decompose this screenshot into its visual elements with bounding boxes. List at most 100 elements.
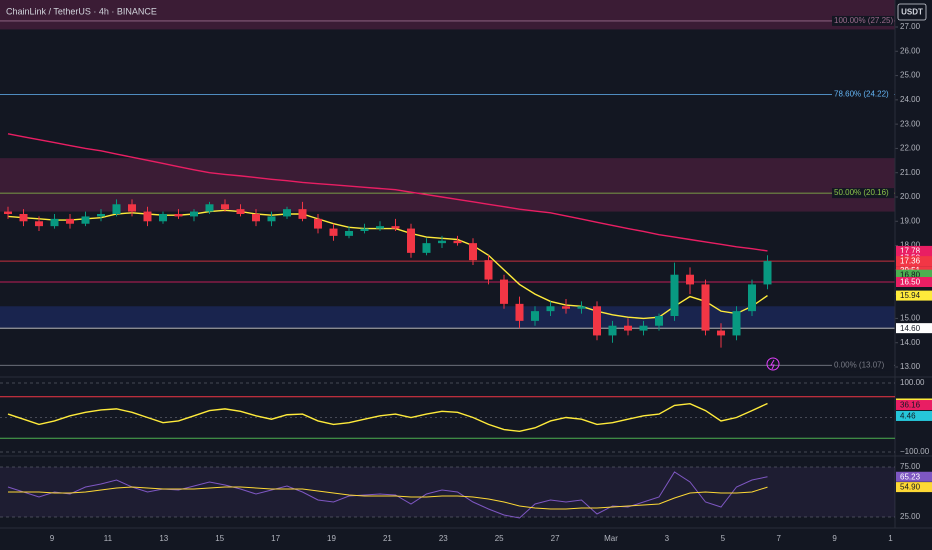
x-tick-label: 9 [832,534,837,543]
candle-body [190,211,198,217]
candle-body [608,325,617,336]
y-tick-label: 21.00 [900,168,921,177]
osc-tag [896,400,932,411]
candle-body [500,279,508,304]
symbol-title: ChainLink / TetherUS · 4h · BINANCE [6,6,157,16]
alert-icon[interactable] [766,357,780,371]
currency: USDT [901,8,923,17]
candle-body [174,214,183,217]
price-tag [896,269,932,280]
y-tick-label: 26.00 [900,46,921,55]
y-tick-label: 27.00 [900,22,921,31]
zone [0,158,895,212]
x-tick-label: 13 [159,534,168,543]
price-tag [896,277,932,287]
price-tag-label: 17.78 [900,247,921,256]
candle-body [531,311,539,321]
y-tick-label: 25.00 [900,71,921,80]
x-tick-label: 19 [327,534,336,543]
fib-label-bg [832,89,894,100]
candle-body [66,218,74,224]
rsi-band [0,467,895,517]
osc-tag [896,410,932,421]
osc-tag-label: 4.46 [900,412,916,421]
currency-box[interactable] [897,3,927,21]
candle-body [407,228,415,253]
candle-body [438,240,446,244]
candle-body [329,228,338,236]
y-tick-label: 15.00 [900,314,921,323]
candle-body [81,216,90,224]
price-tag [896,256,932,267]
candle-body [267,216,276,222]
x-tick-label: 25 [495,534,504,543]
candle-body [19,214,28,222]
x-tick-label: 9 [50,534,55,543]
candle-body [35,221,43,227]
x-tick-label: Mar [604,534,618,543]
rsi-tag-label: 65.23 [900,472,921,481]
candle-body [484,260,493,280]
fib-label: 100.00% (27.25) [834,16,893,25]
candle-body [252,214,260,222]
candle-body [701,284,710,331]
price-tag-label: 16.50 [900,278,921,287]
candle-body [97,214,105,217]
x-tick-label: 7 [776,534,781,543]
rsi-tick-label: 25.00 [900,512,921,521]
moving-average [7,133,768,252]
rsi-line [8,486,768,510]
x-tick-label: 15 [215,534,224,543]
rsi-line [7,471,768,519]
y-tick-label: 23.00 [900,119,921,128]
osc-tick-label: 100.00 [900,378,925,387]
x-tick-label: 27 [551,534,560,543]
candle-body [453,240,462,244]
y-tick-label: 24.00 [900,95,921,104]
candle-body [515,303,524,321]
fib-label: 78.60% (24.22) [834,90,889,99]
fib-label: 50.00% (20.16) [834,188,889,197]
fib-label: 0.00% (13.07) [834,360,885,369]
price-tag-label: 14.60 [900,324,921,333]
y-tick-label: 20.00 [900,192,921,201]
candle-body [546,306,555,312]
price-tag-label: 16.80 [900,270,921,279]
candle-body [112,204,121,214]
x-tick-label: 23 [439,534,448,543]
y-tick-label: 14.00 [900,338,921,347]
fib-label-bg [832,188,894,199]
candle-body [577,306,586,309]
fib-label-bg [832,360,894,371]
candle-body [422,243,431,253]
candle-body [236,209,245,214]
candle-body [717,330,725,336]
candle-body [221,204,229,210]
candle-body [143,211,152,222]
candle-body [50,218,59,227]
x-tick-label: 1 [888,534,893,543]
x-tick-label: 5 [721,534,726,543]
candle-body [469,243,477,261]
price-tag [896,245,932,256]
candle-body [376,226,384,229]
rsi-tag [896,482,932,493]
candle-body [314,218,322,229]
candle-body [732,311,741,336]
price-tag-label: 17.36 [900,257,921,266]
zone [0,306,895,328]
candle-body [593,306,601,336]
candle-body [562,306,570,309]
candle-body [345,231,353,236]
price-tag [896,290,932,301]
candle-body [748,284,756,312]
candle-body [391,226,400,229]
x-tick-label: 3 [665,534,670,543]
candle-body [686,274,694,285]
candle-body [655,316,663,326]
candle-body [360,228,369,231]
y-tick-label: 22.00 [900,144,921,153]
x-tick-label: 17 [271,534,280,543]
